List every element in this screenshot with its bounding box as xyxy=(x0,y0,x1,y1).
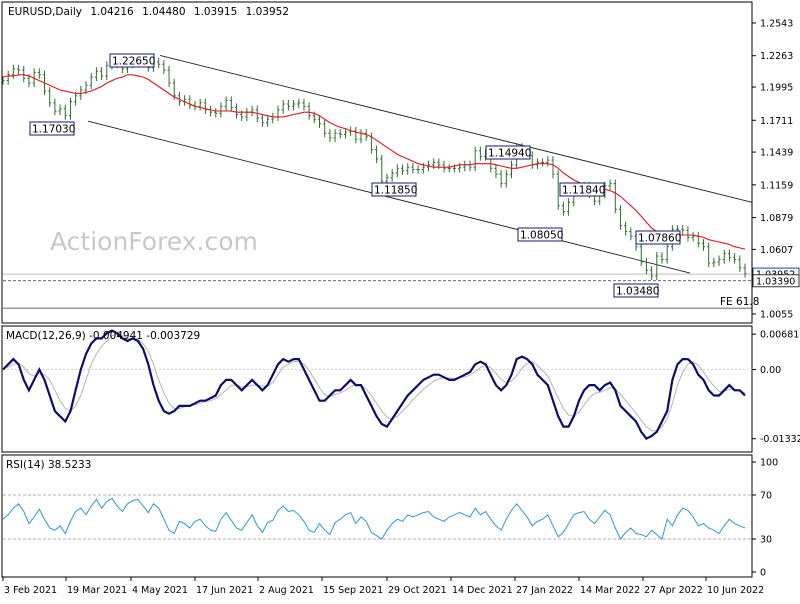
rsi-label: RSI(14) 38.5233 xyxy=(6,459,91,471)
ohlc-close: 1.03952 xyxy=(246,6,289,18)
annotation-label: 1.22650 xyxy=(112,56,155,68)
symbol-label: EURUSD,Daily 1.04216 1.04480 1.03915 1.0… xyxy=(8,6,289,18)
price-axis-label: 1.2263 xyxy=(760,51,793,62)
watermark: ActionForex.com xyxy=(50,227,258,256)
annotation-box xyxy=(613,283,659,298)
annotation-1.17030: 1.17030 xyxy=(29,121,75,136)
annotation-1.14940: 1.14940 xyxy=(485,145,531,160)
x-axis-label: 17 Jun 2021 xyxy=(196,585,253,596)
macd-axis-label: 0.00 xyxy=(760,365,781,376)
annotation-1.11840: 1.11840 xyxy=(559,182,605,197)
annotation-label: 1.11850 xyxy=(374,185,417,197)
symbol-name: EURUSD,Daily xyxy=(8,6,82,18)
macd-axis-label: 0.00681 xyxy=(760,330,799,341)
x-axis-label: 29 Oct 2021 xyxy=(388,585,447,596)
ohlc-low: 1.03915 xyxy=(194,6,237,18)
macd-line xyxy=(2,329,746,440)
annotation-box xyxy=(559,182,605,197)
macd-panel-frame xyxy=(1,325,753,453)
annotation-label: 1.03480 xyxy=(616,286,659,298)
level-value-box xyxy=(752,274,800,288)
annotation-label: 1.11840 xyxy=(562,185,605,197)
rsi-axis-label: 0 xyxy=(760,568,766,579)
price-axis-label: 1.1439 xyxy=(760,148,793,159)
moving-average-line xyxy=(2,74,746,250)
annotation-box xyxy=(485,145,531,160)
rsi-axis-label: 100 xyxy=(760,458,778,469)
annotation-1.03480: 1.03480 xyxy=(613,283,659,298)
annotation-box xyxy=(109,53,155,68)
annotation-label: 1.07860 xyxy=(638,233,681,245)
channel-upper-line xyxy=(159,55,753,203)
rsi-panel-frame xyxy=(1,454,753,578)
annotation-1.07860: 1.07860 xyxy=(635,230,681,245)
price-axis-label: 1.0055 xyxy=(760,309,793,320)
macd-axis-label: -0.013329 xyxy=(760,434,800,445)
macd-label: MACD(12,26,9) -0.004941 -0.003729 xyxy=(6,330,200,342)
annotation-label: 1.14940 xyxy=(488,148,531,160)
x-axis-label: 27 Jan 2022 xyxy=(516,585,573,596)
annotation-box xyxy=(371,182,417,197)
price-axis-label: 1.0879 xyxy=(760,213,793,224)
fe-label: FE 61.8 xyxy=(720,296,759,308)
rsi-axis-label: 30 xyxy=(760,535,772,546)
annotation-label: 1.08050 xyxy=(520,230,563,242)
x-axis-label: 10 Jun 2022 xyxy=(707,585,764,596)
price-panel-frame xyxy=(1,1,753,324)
price-layer: FE 61.8 1.22650 1.17030 1.11850 1.14940 1.118… xyxy=(1,53,759,309)
x-axis-label: 27 Apr 2022 xyxy=(644,585,703,596)
ohlc-open: 1.04216 xyxy=(90,6,134,18)
level-value-label: 1.03390 xyxy=(756,276,795,287)
x-axis-label: 4 May 2021 xyxy=(132,585,188,596)
axis-layer: 1.2543 1.2263 1.1995 1.1711 1.1439 1.1159 1.08… xyxy=(2,18,800,596)
annotation-1.11850: 1.11850 xyxy=(371,182,417,197)
rsi-layer xyxy=(2,494,752,540)
x-axis-label: 19 Mar 2021 xyxy=(67,585,127,596)
price-axis-label: 1.1995 xyxy=(760,83,793,94)
ohlc-high: 1.04480 xyxy=(142,6,185,18)
annotation-box xyxy=(635,230,681,245)
price-axis-label: 1.1159 xyxy=(760,180,793,191)
macd-layer xyxy=(2,329,752,440)
channel-lower-line xyxy=(87,120,691,274)
x-axis-label: 15 Sep 2021 xyxy=(323,585,383,596)
annotation-1.08050: 1.08050 xyxy=(517,227,563,242)
macd-signal-line xyxy=(2,333,746,432)
annotation-label: 1.17030 xyxy=(32,124,75,136)
rsi-axis-label: 70 xyxy=(760,491,772,502)
x-axis-label: 14 Dec 2021 xyxy=(452,585,513,596)
annotation-box xyxy=(29,121,75,136)
price-axis-label: 1.0607 xyxy=(760,245,793,256)
price-axis-label: 1.1711 xyxy=(760,116,793,127)
annotation-1.22650: 1.22650 xyxy=(109,53,155,68)
x-axis-label: 3 Feb 2021 xyxy=(4,585,57,596)
annotation-box xyxy=(517,227,563,242)
price-axis-label: 1.2543 xyxy=(760,18,793,29)
x-axis-label: 2 Aug 2021 xyxy=(259,585,314,596)
x-axis-label: 14 Mar 2022 xyxy=(580,585,640,596)
rsi-line xyxy=(2,497,746,540)
